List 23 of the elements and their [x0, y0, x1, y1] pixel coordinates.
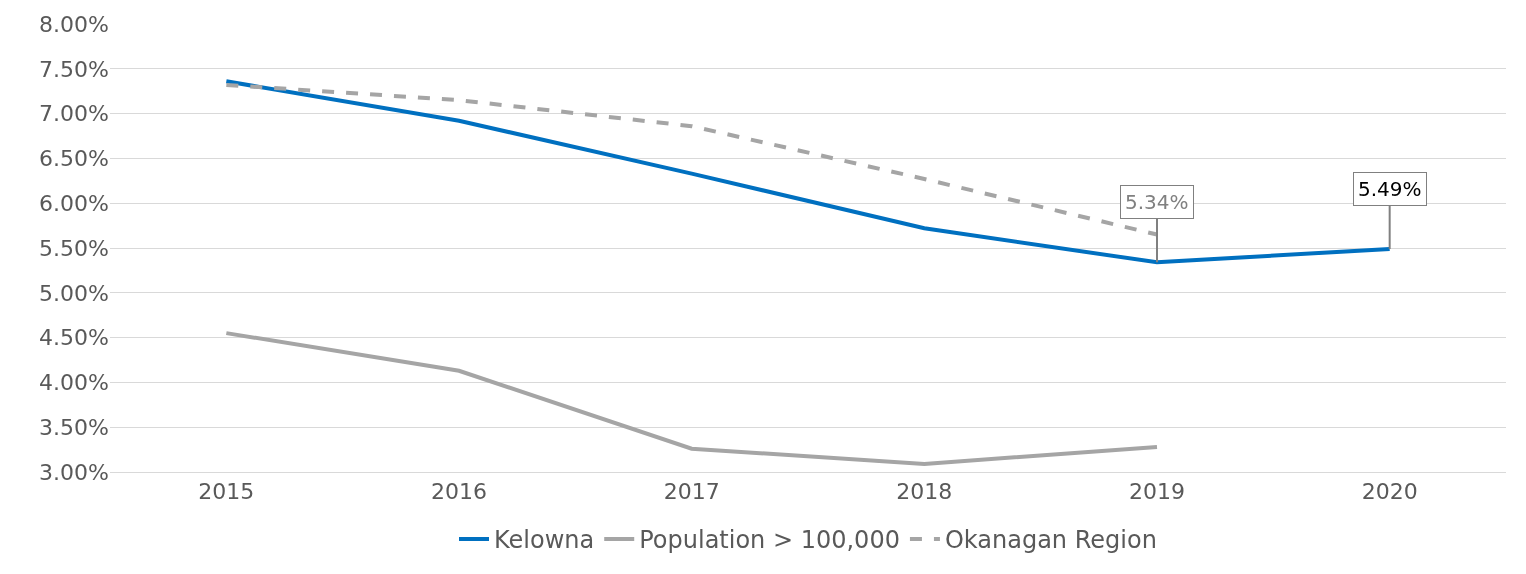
x-tick-label: 2017 — [663, 479, 720, 505]
y-tick-label: 4.00% — [39, 370, 109, 396]
legend-label: Okanagan Region — [944, 526, 1157, 555]
y-tick-label: 4.50% — [39, 325, 109, 351]
annotation: 5.34% — [1125, 190, 1189, 214]
legend-label: Population > 100,000 — [639, 526, 900, 555]
y-tick-label: 7.00% — [39, 101, 109, 127]
x-tick-label: 2019 — [1129, 479, 1185, 505]
legend-label: Kelowna — [494, 526, 595, 555]
annotation: 5.49% — [1358, 177, 1422, 201]
y-tick-label: 6.00% — [39, 190, 109, 216]
y-tick-label: 3.50% — [39, 414, 109, 440]
x-tick-label: 2020 — [1361, 479, 1418, 505]
y-tick-label: 7.50% — [39, 56, 109, 82]
y-tick-label: 5.50% — [39, 235, 109, 261]
y-tick-label: 5.00% — [39, 280, 109, 306]
x-tick-label: 2015 — [198, 479, 255, 505]
y-tick-label: 6.50% — [39, 146, 109, 172]
x-tick-label: 2016 — [431, 479, 487, 505]
y-tick-label: 8.00% — [39, 11, 109, 37]
line-series — [224, 331, 1159, 466]
y-tick-label: 3.00% — [39, 459, 109, 485]
x-tick-label: 2018 — [896, 479, 953, 505]
